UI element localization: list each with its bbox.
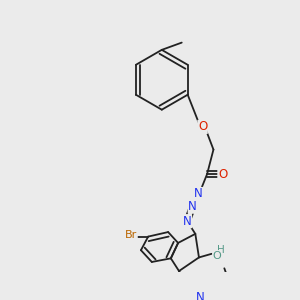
- Text: N: N: [196, 291, 204, 300]
- Text: O: O: [218, 167, 227, 181]
- Text: N: N: [194, 188, 203, 200]
- Text: O: O: [213, 250, 221, 261]
- Text: H: H: [217, 245, 225, 255]
- Text: N: N: [188, 200, 197, 213]
- Text: O: O: [198, 120, 207, 134]
- Text: N: N: [183, 215, 191, 228]
- Text: Br: Br: [125, 230, 137, 240]
